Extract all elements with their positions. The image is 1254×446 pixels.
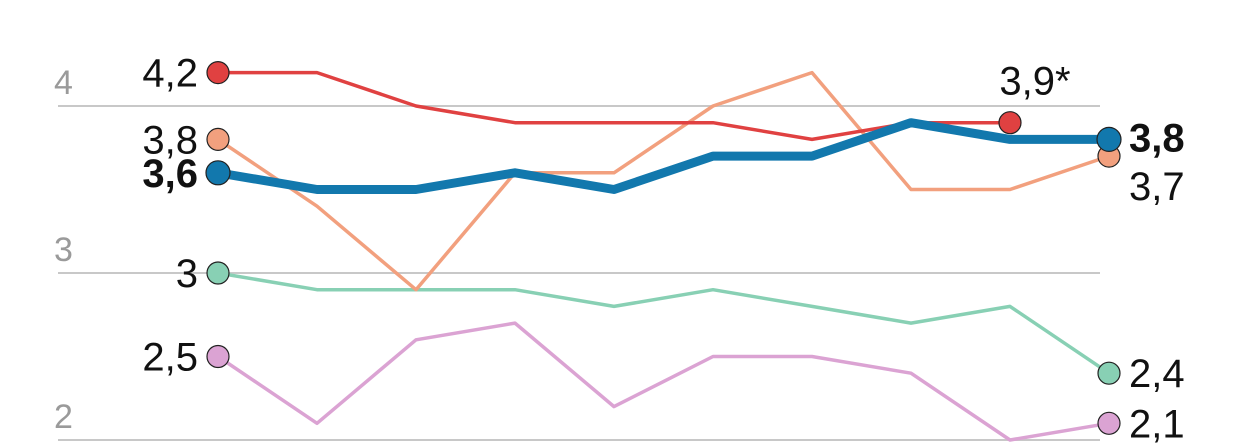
- start-point-4: [206, 344, 230, 369]
- end-label-4: 2,1: [1129, 402, 1185, 446]
- start-label-1: 3,8: [142, 118, 198, 162]
- start-label-2: 3,6: [142, 152, 198, 196]
- series-line-4: [216, 321, 1111, 442]
- y-tick-label: 4: [54, 64, 73, 102]
- end-point-0: [998, 111, 1022, 135]
- series-lines: [213, 70, 1114, 442]
- series-points: [205, 60, 1122, 435]
- series-line-1: [216, 70, 1111, 292]
- end-point-2: [1096, 126, 1122, 152]
- series-line-2: [213, 118, 1114, 194]
- end-point-3: [1097, 361, 1121, 385]
- start-label-4: 2,5: [142, 336, 198, 380]
- y-axis-ticks: 2 3 4: [54, 64, 73, 436]
- y-tick-label: 2: [54, 398, 73, 436]
- y-tick-label: 3: [54, 231, 73, 269]
- start-label-3: 3: [176, 252, 198, 296]
- data-labels: 2,52,132,43,83,74,2 3,9*3,63,8: [142, 52, 1184, 446]
- series-line-0: [216, 70, 1012, 142]
- start-point-3: [206, 261, 230, 285]
- series-line-3: [216, 271, 1111, 375]
- end-point-4: [1097, 411, 1121, 435]
- end-label-2: 3,8: [1129, 116, 1185, 160]
- start-point-0: [206, 60, 230, 85]
- end-label-0: 3,9*: [999, 60, 1070, 104]
- end-label-3: 2,4: [1129, 352, 1185, 396]
- start-label-0: 4,2: [142, 52, 198, 96]
- start-point-1: [206, 127, 230, 151]
- start-point-2: [205, 160, 231, 186]
- end-label-1: 3,7: [1129, 165, 1185, 209]
- gridlines: [58, 105, 1100, 441]
